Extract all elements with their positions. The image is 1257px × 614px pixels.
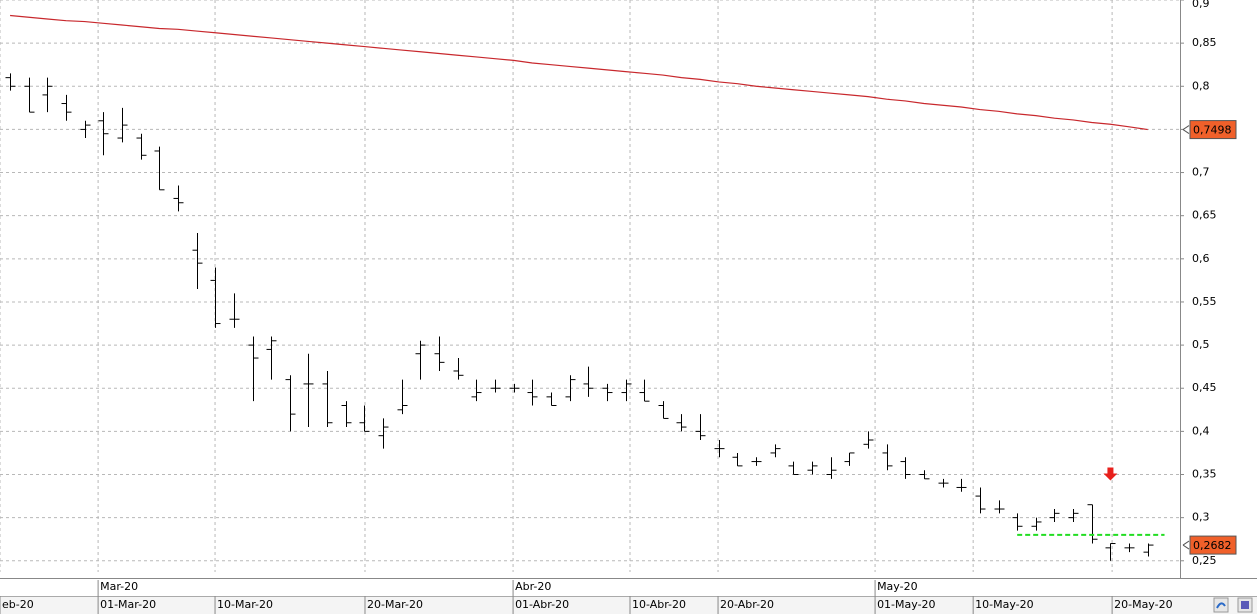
moving-average-line (10, 14, 1148, 131)
x-tick-label: 10-Mar-20 (217, 598, 273, 611)
price-tag-label: 0,7498 (1193, 124, 1232, 137)
y-tick-label: 0,85 (1192, 36, 1217, 49)
price-tag-label: 0,2682 (1193, 539, 1232, 552)
price-tag-pointer (1182, 540, 1190, 550)
arrow-marker (1103, 467, 1118, 481)
price-tag (1189, 120, 1237, 140)
price-tag (1189, 535, 1237, 555)
y-tick-label: 0,3 (1192, 511, 1210, 524)
month-label: May-20 (877, 580, 918, 593)
x-tick-label: 10-Abr-20 (632, 598, 686, 611)
y-tick-label: 0,7 (1192, 166, 1210, 179)
price-tag-pointer (1182, 125, 1190, 135)
x-tick-label: 20-Abr-20 (720, 598, 774, 611)
y-tick-label: 0,45 (1192, 381, 1217, 394)
x-axis-strip (0, 596, 1257, 614)
month-label: Mar-20 (100, 580, 138, 593)
y-tick-label: 0,9 (1192, 0, 1210, 10)
y-tick-label: 0,35 (1192, 468, 1217, 481)
y-tick-label: 0,65 (1192, 209, 1217, 222)
y-tick-label: 0,55 (1192, 295, 1217, 308)
x-tick-label: 20-Mar-20 (367, 598, 423, 611)
x-tick-label: 01-Mar-20 (100, 598, 156, 611)
icon-glyph (1241, 601, 1249, 609)
y-tick-label: 0,4 (1192, 424, 1210, 437)
x-tick-label: 20-May-20 (1114, 598, 1172, 611)
x-tick-label: 01-Abr-20 (515, 598, 569, 611)
y-tick-label: 0,8 (1192, 79, 1210, 92)
x-tick-label: 10-May-20 (975, 598, 1033, 611)
x-tick-label: 01-May-20 (877, 598, 935, 611)
toolbar-icons (1213, 597, 1253, 613)
icon-glyph (1216, 602, 1226, 609)
y-tick-label: 0,25 (1192, 554, 1217, 567)
x-tick-label: eb-20 (2, 598, 34, 611)
y-tick-label: 0,6 (1192, 252, 1210, 265)
icon-button[interactable] (1213, 597, 1229, 613)
month-label: Abr-20 (515, 580, 551, 593)
y-tick-label: 0,5 (1192, 338, 1210, 351)
